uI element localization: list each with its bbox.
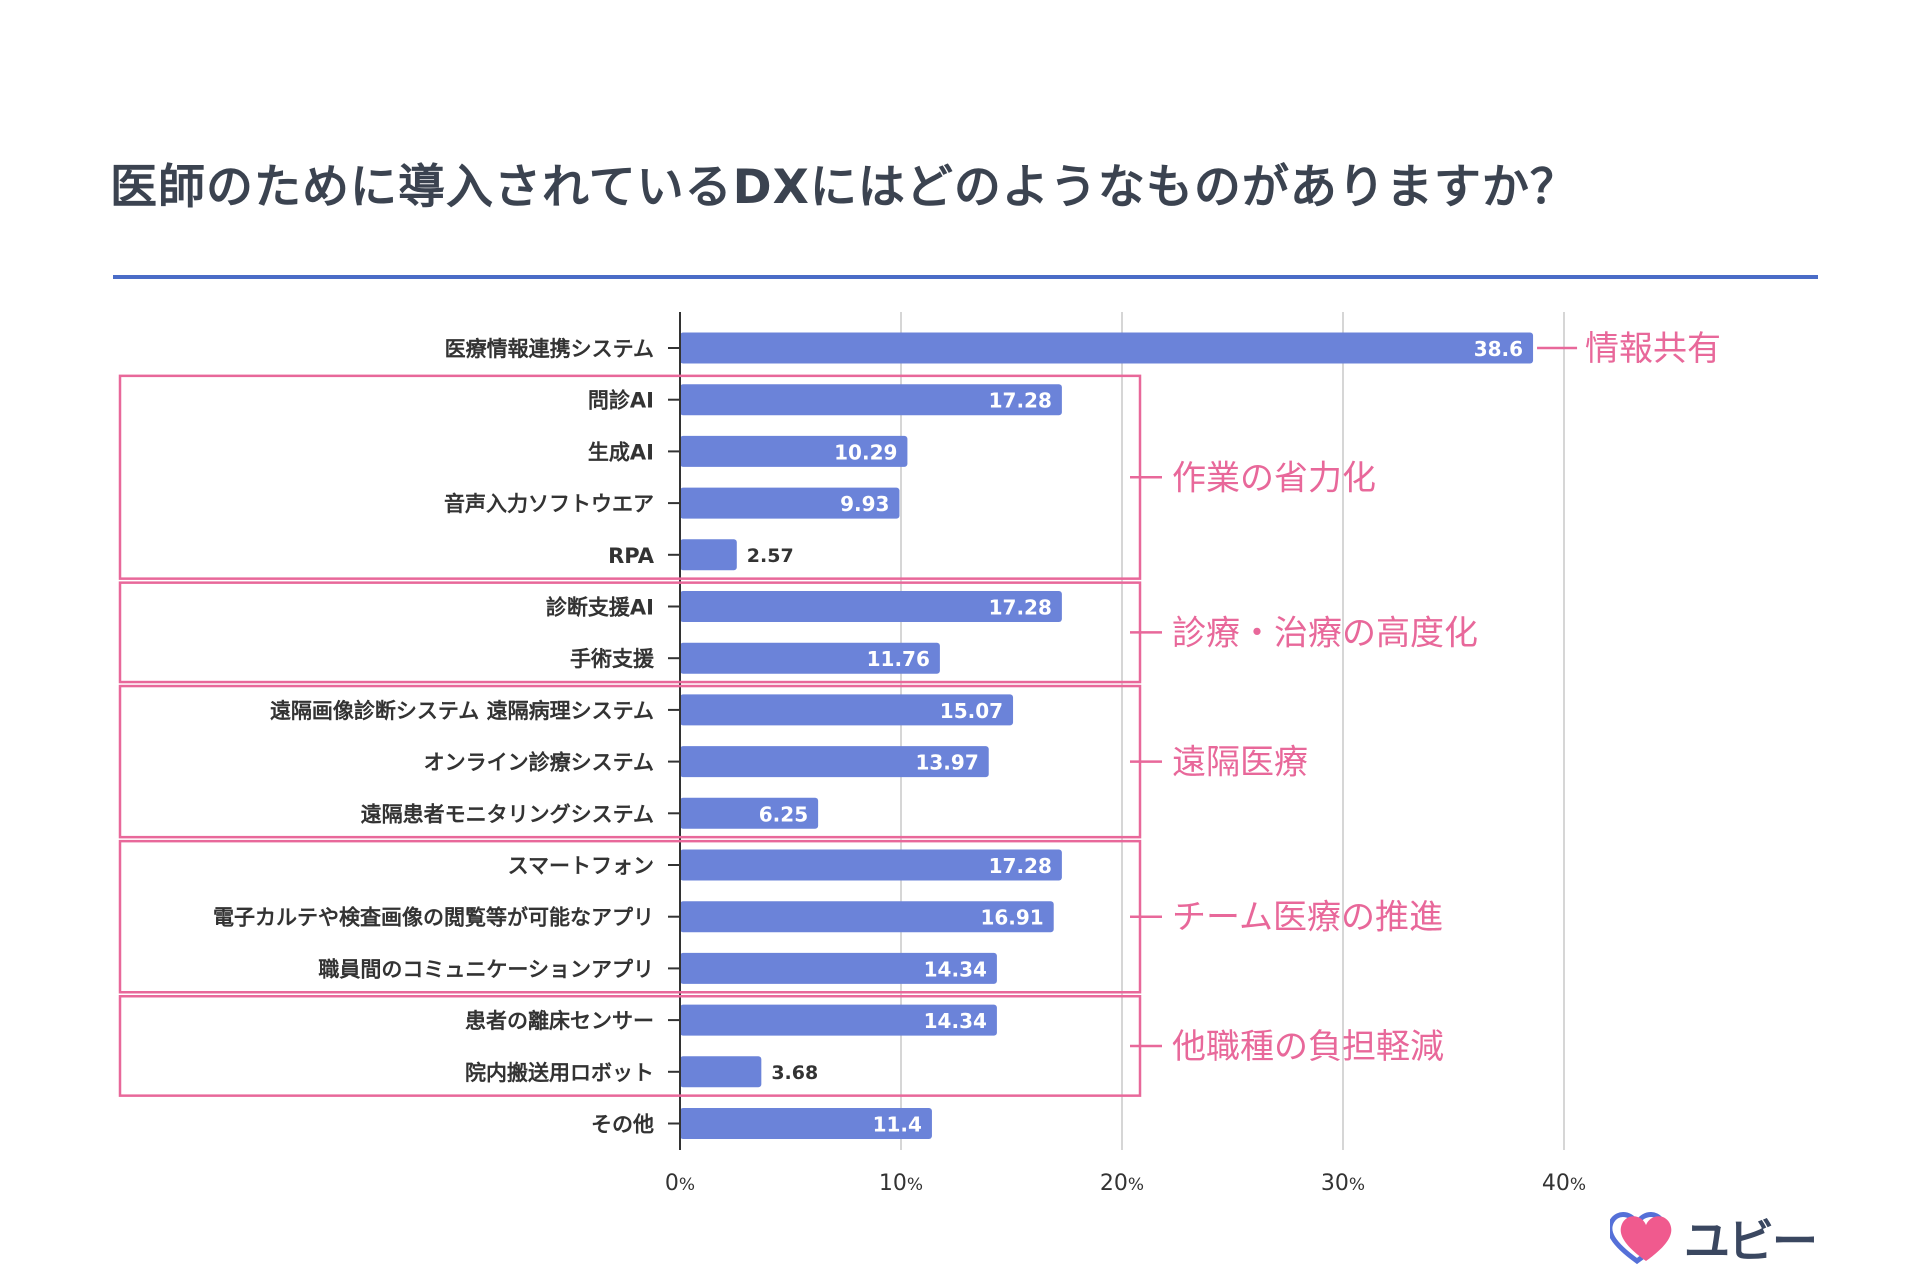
group-label: 他職種の負担軽減 <box>1172 1027 1444 1067</box>
category-label: 生成AI <box>588 440 654 464</box>
x-tick-unit: % <box>907 1175 923 1195</box>
category-label: スマートフォン <box>508 854 654 878</box>
data-label: 17.28 <box>989 854 1052 878</box>
x-tick-number: 10 <box>879 1171 907 1196</box>
bar <box>680 901 1054 933</box>
bar <box>680 384 1062 416</box>
bar <box>680 435 908 467</box>
bars: 38.6 17.28 10.29 9.93 2.57 17.28 11.76 15.07 13.… <box>680 332 1534 1139</box>
group-label: チーム医療の推進 <box>1172 898 1443 938</box>
x-tick-unit: % <box>1570 1175 1586 1195</box>
category-label: 問診AI <box>588 389 654 413</box>
data-label: 10.29 <box>834 440 897 464</box>
data-label: 13.97 <box>915 751 978 775</box>
data-label: 2.57 <box>747 545 794 567</box>
category-label: その他 <box>591 1113 654 1137</box>
logo-text: ユビー <box>1684 1214 1818 1268</box>
x-tick-label: 0% <box>665 1171 695 1196</box>
bar <box>680 539 737 571</box>
heart-logo-icon <box>1610 1212 1672 1265</box>
category-label: 職員間のコミュニケーションアプリ <box>318 957 654 981</box>
data-label: 14.34 <box>924 1009 987 1033</box>
gridlines <box>900 312 1565 1150</box>
data-label: 17.28 <box>989 389 1052 413</box>
x-tick-label: 10% <box>879 1171 923 1196</box>
bar <box>680 591 1062 622</box>
category-label: 診断支援AI <box>546 596 654 620</box>
category-label: オンライン診療システム <box>424 751 654 775</box>
bar <box>680 487 900 519</box>
x-tick-number: 40 <box>1542 1171 1570 1196</box>
x-tick-unit: % <box>1349 1175 1365 1195</box>
bar <box>680 1056 762 1088</box>
category-label: RPA <box>608 544 655 568</box>
bar <box>680 1108 932 1139</box>
bar <box>680 797 819 829</box>
category-label: 医療情報連携システム <box>445 337 654 361</box>
x-tick-label: 20% <box>1100 1171 1144 1196</box>
bar <box>680 642 940 674</box>
category-label: 院内搬送用ロボット <box>465 1061 654 1085</box>
data-label: 3.68 <box>771 1062 818 1084</box>
data-label: 9.93 <box>840 492 889 516</box>
data-label: 11.76 <box>867 647 930 671</box>
category-label: 遠隔患者モニタリングシステム <box>361 802 654 826</box>
chart-title: 医師のために導入されているDXにはどのようなものがありますか？ <box>110 160 1578 215</box>
category-label: 手術支援 <box>570 647 655 671</box>
group-label: 診療・治療の高度化 <box>1172 613 1478 653</box>
bar <box>680 952 997 984</box>
x-tick-number: 0 <box>665 1171 679 1196</box>
data-label: 16.91 <box>980 906 1043 930</box>
axes: 0% 10% 20% 30% 40%医療情報連携システム問診AI生成AI音声入力ソフトウ… <box>213 312 1586 1196</box>
category-label: 電子カルテや検査画像の閲覧等が可能なアプリ <box>213 906 654 930</box>
x-tick-unit: % <box>1128 1175 1144 1195</box>
ubie-logo: ユビー <box>1610 1205 1818 1271</box>
data-label: 17.28 <box>989 596 1052 620</box>
data-label: 14.34 <box>924 957 987 981</box>
data-label: 6.25 <box>759 802 808 826</box>
data-label: 38.6 <box>1474 337 1523 361</box>
group-label: 遠隔医療 <box>1172 743 1308 783</box>
group-label: 情報共有 <box>1585 329 1721 369</box>
category-label: 遠隔画像診断システム 遠隔病理システム <box>270 699 654 723</box>
category-label: 音声入力ソフトウエア <box>444 492 654 516</box>
group-label: 作業の省力化 <box>1172 458 1376 498</box>
x-tick-number: 30 <box>1321 1171 1349 1196</box>
bar <box>680 1004 997 1036</box>
x-tick-unit: % <box>679 1175 695 1195</box>
bar <box>680 849 1062 881</box>
x-tick-label: 40% <box>1542 1171 1586 1196</box>
title-divider <box>113 275 1818 279</box>
data-label: 11.4 <box>873 1113 922 1137</box>
x-tick-number: 20 <box>1100 1171 1128 1196</box>
bar <box>680 694 1014 726</box>
x-tick-label: 30% <box>1321 1171 1365 1196</box>
bar <box>680 746 989 778</box>
data-label: 15.07 <box>940 699 1003 723</box>
category-label: 患者の離床センサー <box>465 1009 654 1033</box>
bar <box>680 332 1534 364</box>
